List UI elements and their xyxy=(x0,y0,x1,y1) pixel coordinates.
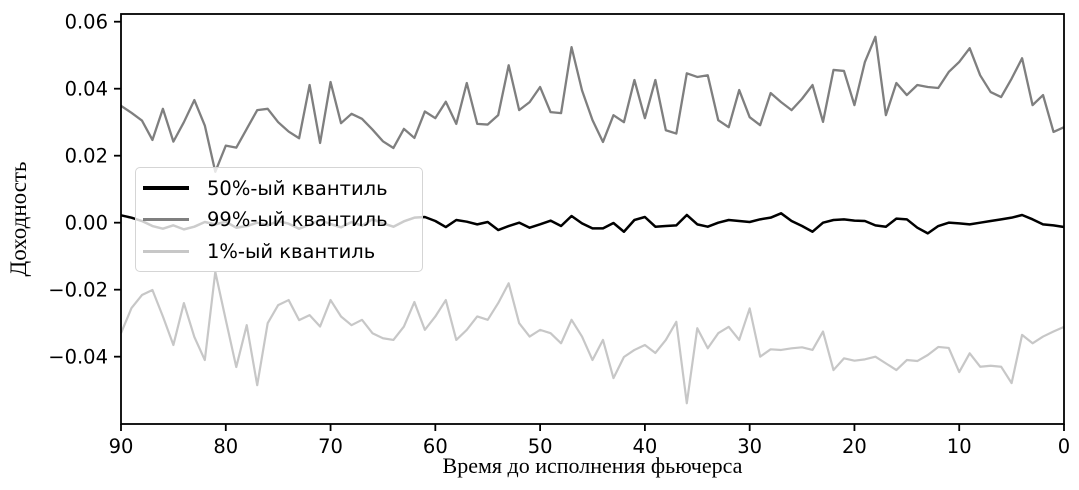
x-tick-label: 60 xyxy=(423,435,448,458)
series-line-q99 xyxy=(120,35,1065,173)
y-axis-label: Доходность xyxy=(6,161,31,277)
legend-label-50: 50%-ый квантиль xyxy=(207,176,388,200)
legend-label-1: 1%-ый квантиль xyxy=(207,239,376,263)
x-tick-label: 80 xyxy=(213,435,238,458)
y-tick-label: 0.06 xyxy=(65,11,108,34)
x-axis-label: Время до исполнения фьючерса xyxy=(442,453,743,478)
x-tick-label: 50 xyxy=(528,435,553,458)
legend: 50%-ый квантиль 99%-ый квантиль 1%-ый кв… xyxy=(135,167,423,272)
legend-line-swatch-99 xyxy=(143,218,189,221)
y-tick-label: −0.02 xyxy=(48,279,108,302)
legend-item-99-quantile: 99%-ый квантиль xyxy=(143,208,422,231)
x-tick-label: 70 xyxy=(318,435,343,458)
legend-label-99: 99%-ый квантиль xyxy=(207,208,388,231)
legend-line-swatch-50 xyxy=(143,186,189,190)
legend-item-1-quantile: 1%-ый квантиль xyxy=(143,240,422,263)
y-tick-label: −0.04 xyxy=(48,346,108,369)
legend-item-50-quantile: 50%-ый квантиль xyxy=(143,177,422,200)
x-tick-label: 20 xyxy=(842,435,867,458)
x-tick-label: 90 xyxy=(109,435,134,458)
x-tick-label: 10 xyxy=(947,435,972,458)
y-tick-label: 0.00 xyxy=(65,212,108,235)
legend-line-swatch-1 xyxy=(143,249,189,253)
y-tick-label: 0.02 xyxy=(65,145,108,168)
y-tick-label: 0.04 xyxy=(65,78,108,101)
x-tick-label: 0 xyxy=(1058,435,1070,458)
series-line-q1 xyxy=(119,270,1065,405)
plot-frame xyxy=(120,13,1065,425)
x-tick-label: 30 xyxy=(737,435,762,458)
x-tick-label: 40 xyxy=(632,435,657,458)
